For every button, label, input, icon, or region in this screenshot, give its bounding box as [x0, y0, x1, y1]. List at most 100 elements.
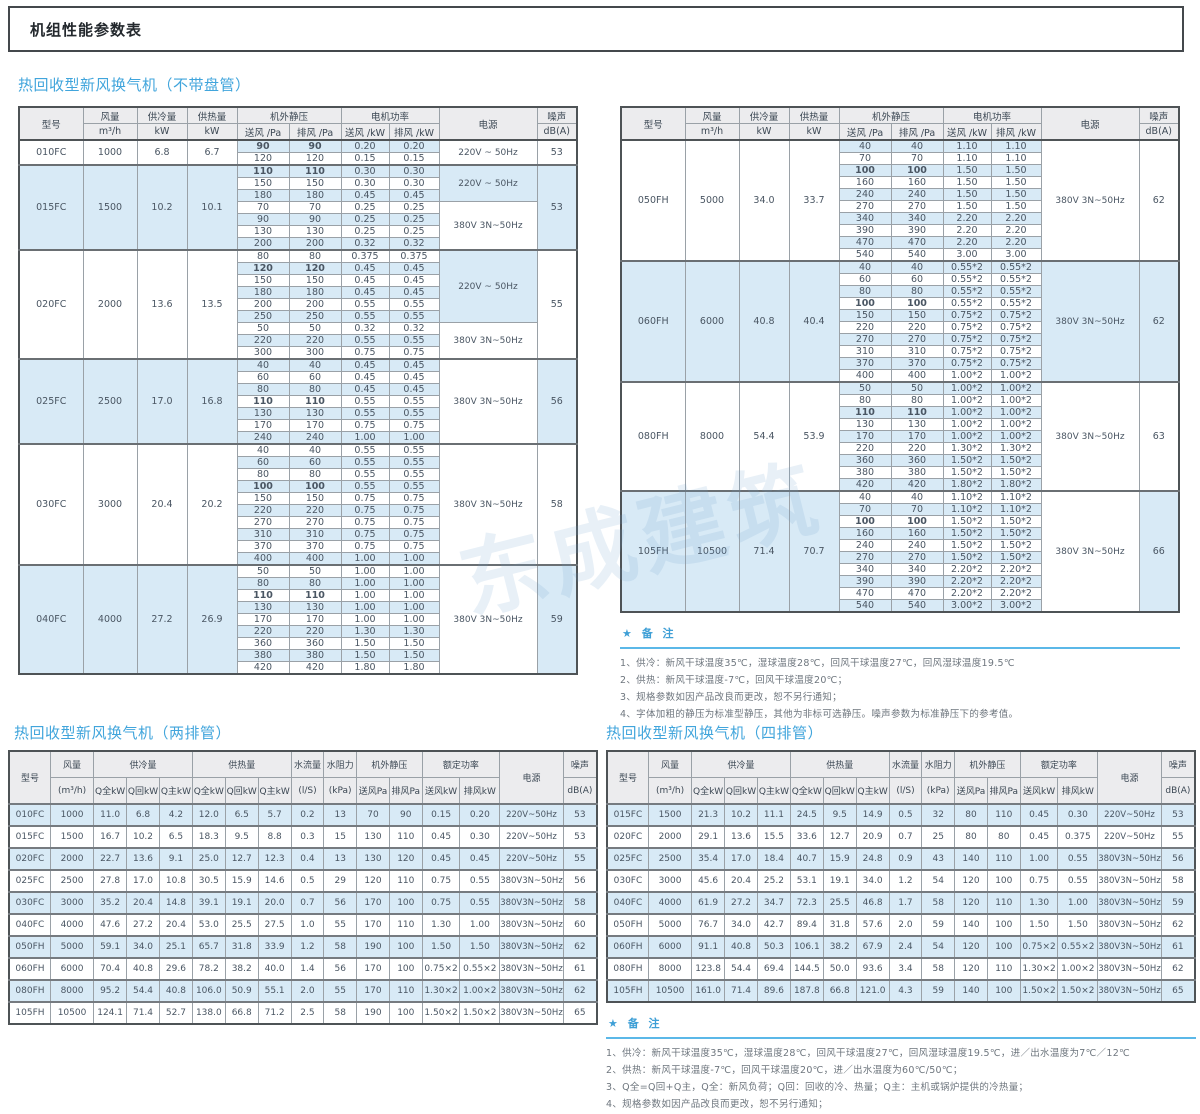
cell-heating-q2: 93.6 [855, 957, 890, 981]
table-row: 080FH 8000 123.8 54.4 69.4 144.5 50.0 93.6 3.4 58… [606, 957, 1196, 981]
cell-esp-supply: 90 [236, 139, 290, 153]
cell-cooling-q2: 34.7 [756, 891, 791, 915]
cell-rated-supply: 1.50 [1019, 913, 1059, 937]
cell-motor-supply: 0.75 [340, 528, 390, 541]
cell-esp-exhaust: 390 [890, 575, 944, 588]
cell-model: 010FC [18, 139, 84, 166]
cell-motor-exhaust: 0.15 [388, 152, 440, 166]
cell-motor-exhaust: 1.50*2 [990, 539, 1042, 552]
cell-esp-exhaust: 360 [890, 454, 944, 467]
cell-esp-supply: 180 [236, 189, 290, 202]
cell-esp-supply: 340 [838, 563, 892, 576]
cell-motor-exhaust: 0.45 [388, 358, 440, 372]
pressure-table: 型号 风量 供冷量 供热量 机外静压 电机功率 电源 噪声 m³/h kW kW 送风 /Pa 排风 /… [620, 106, 1180, 613]
cell-esp-supply: 40 [236, 358, 290, 372]
cell-esp-exhaust: 400 [288, 552, 342, 566]
cell-water-resistance: 15 [323, 825, 358, 849]
cell-motor-exhaust: 0.55 [388, 443, 440, 457]
cell-esp-exhaust: 270 [288, 516, 342, 529]
cell-esp-supply: 50 [838, 381, 892, 395]
cell-motor-exhaust: 2.20*2 [990, 563, 1042, 576]
cell-esp-supply: 100 [236, 480, 290, 493]
cell-model: 015FC [606, 803, 649, 827]
cell-motor-supply: 0.45 [340, 189, 390, 202]
cell-motor-exhaust: 0.75 [388, 504, 440, 517]
cell-airflow: 10500 [49, 1001, 95, 1025]
cell-cooling-q2: 18.4 [756, 847, 791, 871]
cell-heating-q1: 31.8 [224, 935, 259, 959]
cell-motor-exhaust: 1.50 [388, 649, 440, 662]
table-row: 025FC 2500 17.0 16.8 40 40 0.45 0.45 380V 3N~50H… [18, 358, 578, 445]
coil-table: 型号 风量 供冷量 供热量 水流量 水阻力 机外静压 额定功率 电源 噪声 (m³/h) Q全kW Q回… [606, 750, 1196, 1003]
cell-cooling-q1: 20.4 [724, 869, 758, 893]
cell-esp-supply: 150 [236, 274, 290, 287]
cell-model: 050FH [8, 935, 51, 959]
cell-heating: 16.8 [186, 358, 238, 445]
two-row-table-wrap: 型号 风量 供冷量 供热量 水流量 水阻力 机外静压 额定功率 电源 噪声 (m³/h) Q全kW Q回… [8, 750, 598, 1025]
cell-motor-exhaust: 1.10 [990, 152, 1042, 165]
cell-esp-exhaust: 110 [388, 869, 423, 893]
cell-motor-supply: 1.50*2 [942, 466, 992, 479]
cell-esp-supply: 170 [236, 419, 290, 432]
cell-motor-supply: 0.375 [340, 249, 390, 263]
cell-esp-supply: 40 [236, 443, 290, 457]
cell-cooling-q1: 13.6 [724, 825, 758, 849]
cell-model: 020FC [18, 249, 84, 360]
cell-esp-exhaust: 470 [890, 236, 944, 249]
cell-esp-exhaust: 110 [288, 589, 342, 602]
header-cell: 机外静压 [236, 106, 342, 124]
cell-water-resistance: 56 [323, 891, 358, 915]
cell-esp-exhaust: 80 [890, 394, 944, 407]
cell-esp-exhaust: 100 [890, 297, 944, 310]
cell-motor-exhaust: 0.45 [388, 371, 440, 384]
cell-heating-q2: 20.9 [855, 825, 890, 849]
cell-esp-exhaust: 470 [890, 587, 944, 600]
table-row: 390 390 2.20*2 2.20*2 [621, 575, 1179, 588]
cell-heating-q2: 121.0 [855, 979, 890, 1003]
cell-cooling-q2: 20.4 [158, 913, 193, 937]
cell-rated-exhaust: 0.55 [1057, 869, 1099, 893]
cell-esp-exhaust: 100 [388, 957, 423, 981]
cell-airflow: 1500 [647, 803, 693, 827]
cell-esp-exhaust: 180 [288, 286, 342, 299]
cell-esp-supply: 120 [954, 869, 988, 893]
cell-rated-supply: 0.75 [421, 891, 461, 915]
cell-cooling-q0: 16.7 [93, 825, 128, 849]
cell-motor-supply: 1.50*2 [942, 551, 992, 564]
cell-power: 220V~50Hz [1097, 825, 1162, 849]
cell-airflow: 6000 [684, 260, 740, 383]
cell-power: 220V ~ 50Hz [438, 164, 538, 202]
cell-motor-supply: 0.55*2 [942, 273, 992, 286]
cell-power: 380V3N~50Hz [499, 913, 564, 937]
cell-esp-supply: 80 [838, 285, 892, 298]
cell-motor-supply: 0.45 [340, 371, 390, 384]
cell-heating-q0: 89.4 [789, 913, 824, 937]
table-row: 105FH 10500 161.0 71.4 89.6 187.8 66.8 121.0 4.3… [606, 979, 1196, 1003]
cell-esp-exhaust: 90 [388, 803, 423, 827]
cell-esp-supply: 360 [838, 454, 892, 467]
cell-esp-supply: 170 [356, 957, 390, 981]
cell-esp-exhaust: 130 [288, 407, 342, 420]
cell-esp-supply: 270 [838, 200, 892, 213]
cell-heating-q2: 34.0 [855, 869, 890, 893]
header-cell: Q全kW [93, 777, 128, 805]
cell-noise: 62 [1160, 957, 1196, 981]
cell-cooling-q0: 91.1 [691, 935, 726, 959]
cell-heating-q1: 6.5 [224, 803, 259, 827]
header-row: 型号 风量 供冷量 供热量 机外静压 电机功率 电源 噪声 [620, 106, 1180, 141]
cell-motor-supply: 0.25 [340, 225, 390, 238]
cell-esp-exhaust: 120 [388, 847, 423, 871]
cell-cooling-q1: 34.0 [724, 913, 758, 937]
cell-motor-supply: 0.45 [340, 358, 390, 372]
header-cell: kW [738, 123, 790, 141]
table-row: 360 360 1.50 1.50 [19, 637, 577, 650]
cell-esp-supply: 170 [356, 979, 390, 1003]
cell-esp-exhaust: 340 [890, 563, 944, 576]
cell-esp-supply: 110 [838, 406, 892, 419]
cell-esp-exhaust: 110 [388, 913, 423, 937]
cell-esp-supply: 100 [838, 297, 892, 310]
table-row: 150 150 0.30 0.30 [19, 177, 577, 190]
header-cell: 供冷量 [738, 106, 790, 124]
cell-motor-supply: 0.55*2 [942, 285, 992, 298]
cell-esp-supply: 220 [838, 321, 892, 334]
